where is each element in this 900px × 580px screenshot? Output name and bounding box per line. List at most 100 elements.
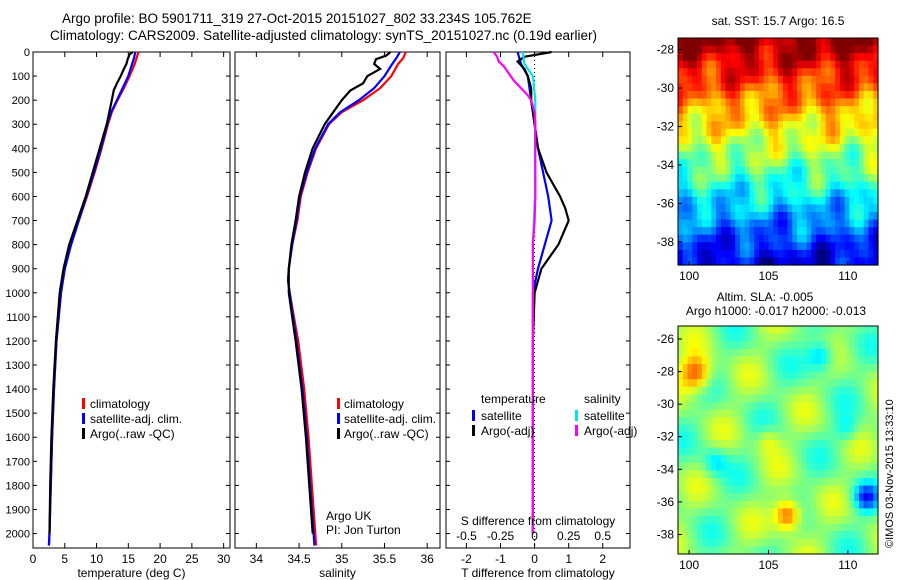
- series-line-salinity-argo-adj-: [492, 51, 537, 534]
- legend-header: salinity: [584, 392, 621, 406]
- y-tick-label: -26: [657, 332, 675, 346]
- x-tick-label: 30: [217, 552, 231, 566]
- x-axis-label: T difference from climatology: [461, 566, 615, 580]
- legend-swatch: [337, 428, 340, 439]
- legend-label: Argo(..raw -QC): [344, 427, 429, 441]
- legend-label: satellite: [584, 409, 625, 423]
- x-tick-label: 34: [250, 552, 264, 566]
- x-tick-label: 20: [153, 552, 167, 566]
- x-tick-label: 5: [61, 552, 68, 566]
- s-tick-label: -0.5: [456, 529, 477, 543]
- map-sst-map: 100 105 110 -28 -30 -32 -34 -36 -38 sat. SST: 15.…: [657, 14, 879, 283]
- legend-label: satellite-adj. clim.: [344, 412, 436, 426]
- x-tick-label: 0: [531, 552, 538, 566]
- legend-swatch: [575, 425, 578, 436]
- x-tick-label: 15: [122, 552, 136, 566]
- y-tick-label: 0: [24, 47, 30, 59]
- y-tick-label: 500: [12, 167, 30, 179]
- x-tick-label: -2: [461, 552, 472, 566]
- x-tick-label: 100: [679, 558, 699, 572]
- s-tick-label: 0.5: [594, 529, 611, 543]
- series-line-temperature-argo-adj-: [515, 50, 570, 534]
- credit-text: ©IMOS 03-Nov-2015 13:33:10: [884, 399, 896, 548]
- x-tick-label: 110: [838, 558, 857, 572]
- y-tick-label: 1700: [6, 456, 30, 468]
- y-tick-label: -32: [657, 119, 675, 133]
- legend-swatch: [337, 413, 340, 424]
- y-tick-label: 2000: [6, 529, 30, 541]
- y-tick-label: -34: [657, 462, 675, 476]
- x-tick-label: 100: [679, 269, 699, 283]
- map-title: sat. SST: 15.7 Argo: 16.5: [712, 14, 845, 28]
- x-tick-label: 2: [599, 552, 606, 566]
- x-tick-label: 35: [335, 552, 349, 566]
- legend-label: climatology: [90, 397, 150, 411]
- y-tick-label: -30: [657, 397, 675, 411]
- s-tick-label: 0.25: [557, 529, 581, 543]
- legend-label: Argo(..raw -QC): [90, 427, 175, 441]
- panel-frame: [234, 51, 441, 549]
- series-line-satellite-adj-clim-: [47, 51, 137, 546]
- x-tick-label: 105: [758, 269, 778, 283]
- s-tick-label: -0.25: [487, 529, 515, 543]
- legend-label: satellite-adj. clim.: [90, 412, 182, 426]
- legend-label: climatology: [344, 397, 404, 411]
- y-tick-label: 1600: [6, 432, 30, 444]
- legend-label: Argo(-adj): [584, 424, 637, 438]
- x-tick-label: 34.5: [287, 552, 311, 566]
- y-tick-label: 400: [12, 143, 30, 155]
- series-line-climatology: [47, 51, 140, 546]
- panel-salinity: 34 34.5 35 35.5 36 salinity climatologysatelli…: [234, 51, 441, 580]
- y-tick-label: 100: [12, 71, 30, 83]
- series-line-argo-raw-qc-: [48, 51, 134, 534]
- series-line-satellite-adj-clim-: [286, 51, 401, 546]
- y-tick-label: -28: [657, 43, 675, 57]
- x-tick-label: 25: [185, 552, 199, 566]
- x-tick-label: 36: [421, 552, 435, 566]
- x-tick-label: 110: [838, 269, 857, 283]
- panel-temperature: 0 5 10 15 20 25 300100200300400500600700800900…: [6, 47, 231, 580]
- y-tick-label: 200: [12, 95, 30, 107]
- x-axis-label: temperature (deg C): [77, 566, 185, 580]
- x-axis-label: salinity: [319, 566, 356, 580]
- y-tick-label: 1500: [6, 408, 30, 420]
- y-tick-label: 1200: [6, 336, 30, 348]
- y-tick-label: 600: [12, 191, 30, 203]
- heatmap-cells: [678, 38, 879, 266]
- x-tick-label: 10: [90, 552, 104, 566]
- legend-swatch: [82, 413, 85, 424]
- annotation-line: Argo UK: [326, 509, 371, 523]
- annotation-line: PI: Jon Turton: [326, 523, 401, 537]
- x-tick-label: -1: [495, 552, 506, 566]
- y-tick-label: -36: [657, 196, 675, 210]
- x-tick-label: 1: [565, 552, 572, 566]
- y-tick-label: -36: [657, 495, 675, 509]
- y-tick-label: 800: [12, 240, 30, 252]
- y-tick-label: -28: [657, 365, 675, 379]
- map-sla-map: 100 105 110 -26 -28 -30 -32 -34 -36 -38 Altim. SLA…: [657, 290, 879, 572]
- y-tick-label: 1400: [6, 384, 30, 396]
- x-tick-label: 0: [30, 552, 37, 566]
- y-tick-label: -38: [657, 527, 675, 541]
- y-tick-label: -34: [657, 158, 675, 172]
- legend-swatch: [472, 425, 475, 436]
- map-frame: [677, 37, 879, 266]
- legend-header: temperature: [481, 392, 546, 406]
- map-title: Altim. SLA: -0.005: [717, 290, 814, 304]
- x-tick-label: 105: [758, 558, 778, 572]
- legend-swatch: [575, 410, 578, 421]
- s-axis-label: S difference from climatology: [461, 514, 616, 528]
- heatmap-cells: [678, 326, 879, 555]
- y-tick-label: 300: [12, 119, 30, 131]
- y-tick-label: -38: [657, 235, 675, 249]
- legend-swatch: [82, 398, 85, 409]
- y-tick-label: 1100: [6, 312, 30, 324]
- y-tick-label: 1300: [6, 360, 30, 372]
- figure-subtitle: Climatology: CARS2009. Satellite-adjuste…: [50, 28, 598, 43]
- legend: temperature salinitysatelliteArgo(-adj)sa…: [472, 392, 637, 438]
- figure-title: Argo profile: BO 5901711_319 27-Oct-2015…: [62, 11, 532, 26]
- y-tick-label: -30: [657, 81, 675, 95]
- y-tick-label: 700: [12, 216, 30, 228]
